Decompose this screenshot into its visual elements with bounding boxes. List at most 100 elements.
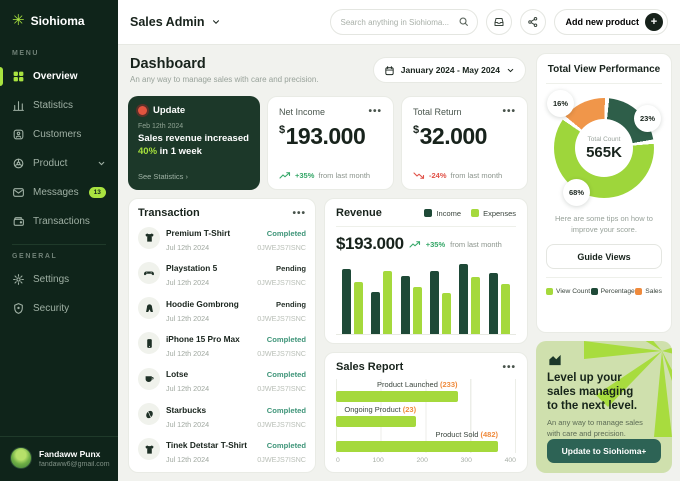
expenses-bar — [471, 277, 481, 334]
sales-x-axis: 0 100 200 300 400 — [336, 457, 516, 464]
transaction-row[interactable]: Starbucks Jul 12th 2024 Completed 0JWEJS7I… — [138, 400, 306, 429]
stat-cards-row: Update Feb 12th 2024 Sales revenue incre… — [128, 96, 528, 190]
income-bar — [371, 291, 381, 334]
app-name: Siohioma — [30, 13, 85, 28]
envelope-icon — [13, 188, 24, 197]
user-email: fandaww6@gmail.com — [39, 460, 110, 468]
sidebar-item-label: Overview — [33, 71, 78, 82]
revenue-delta: +35% — [425, 239, 446, 249]
see-statistics-link[interactable]: See Statistics › — [138, 172, 189, 181]
bar-group — [430, 260, 452, 334]
trend-up-icon — [409, 240, 420, 248]
sidebar-item-customers[interactable]: Customers — [0, 120, 118, 149]
transaction-row[interactable]: Lotse Jul 12th 2024 Completed 0JWEJS7ISNC — [138, 364, 306, 393]
update-label: Update — [153, 105, 186, 116]
search-input[interactable] — [329, 9, 478, 35]
sales-report-chart: Product Launched (233) Ongoing Product (… — [336, 379, 516, 453]
net-income-menu-button[interactable]: ••• — [368, 106, 382, 117]
update-highlight: 40% — [138, 145, 158, 157]
net-income-delta-note: from last month — [318, 171, 371, 180]
transaction-row[interactable]: iPhone 15 Pro Max Jul 12th 2024 Completed… — [138, 329, 306, 358]
expenses-bar — [383, 271, 393, 334]
income-bar — [488, 272, 498, 334]
sidebar-item-label: Messages — [33, 187, 79, 198]
status-badge: Completed — [266, 405, 306, 415]
expenses-legend-swatch — [471, 209, 480, 217]
smartphone-icon — [138, 332, 160, 355]
net-income-title: Net Income — [279, 106, 326, 117]
update-headline: Sales revenue increased 40% in 1 week — [138, 133, 249, 157]
income-bar — [430, 271, 440, 334]
sidebar-item-messages[interactable]: Messages 13 — [0, 178, 118, 207]
total-return-value: $32.000 — [413, 123, 487, 149]
charts-column: Revenue Income Expenses $193.000 +35 — [324, 198, 528, 473]
sales-bar-item: Ongoing Product (23) — [336, 405, 516, 427]
status-badge: Pending — [276, 299, 306, 309]
avatar — [10, 447, 32, 469]
sales-report-title: Sales Report — [336, 361, 404, 373]
lower-row: Transaction ••• Premium T-Shirt Jul 12th … — [128, 198, 528, 473]
sales-report-menu-button[interactable]: ••• — [502, 361, 516, 373]
status-badge: Completed — [266, 229, 306, 238]
page-title: Dashboard — [130, 56, 206, 72]
workspace-switcher[interactable]: Sales Admin — [130, 15, 221, 29]
sidebar-item-overview[interactable]: Overview — [0, 62, 118, 91]
transaction-card: Transaction ••• Premium T-Shirt Jul 12th … — [128, 198, 316, 473]
sidebar-item-label: Settings — [33, 274, 70, 285]
customers-icon — [13, 129, 24, 140]
sales-bar-item: Product Launched (233) — [336, 380, 516, 403]
inbox-button[interactable] — [485, 9, 512, 35]
sidebar-item-product[interactable]: Product — [0, 149, 118, 178]
transaction-list: Premium T-Shirt Jul 12th 2024 Completed 0J… — [138, 223, 306, 464]
revenue-title: Revenue — [336, 207, 382, 219]
update-to-siohioma-button[interactable]: Update to Siohioma+ — [547, 439, 661, 463]
sidebar-item-label: Statistics — [33, 100, 74, 111]
sales-bar-item: Product Sold (482) — [336, 430, 516, 452]
sidebar-item-settings[interactable]: Settings — [0, 265, 118, 294]
bar-group — [488, 260, 510, 334]
expenses-bar — [354, 282, 364, 334]
divider — [546, 277, 662, 278]
performance-legend: View Count Percentage Sales — [546, 288, 662, 295]
coffee-cup-icon — [138, 367, 160, 390]
expenses-bar — [442, 293, 452, 334]
transaction-row[interactable]: Hoodie Gombrong Jul 12th 2024 Pending 0JWE… — [138, 294, 306, 323]
menu-section-label: MENU — [12, 50, 40, 57]
promo-headline: Level up your sales managing to the next… — [547, 372, 638, 412]
messages-count-badge: 13 — [88, 187, 106, 198]
chevron-down-icon — [507, 68, 514, 72]
income-legend-swatch — [424, 209, 433, 217]
divider — [336, 226, 516, 227]
workspace-name: Sales Admin — [130, 15, 205, 29]
search-box — [329, 9, 478, 35]
tshirt-icon — [138, 226, 160, 249]
app-logo[interactable]: ✳ Siohioma — [0, 13, 118, 28]
total-return-delta-note: from last month — [450, 171, 503, 180]
chevron-down-icon — [212, 20, 219, 24]
revenue-legend: Income Expenses — [424, 209, 516, 218]
gear-icon — [13, 274, 24, 285]
total-return-menu-button[interactable]: ••• — [502, 106, 516, 117]
share-button[interactable] — [519, 9, 546, 35]
transaction-row[interactable]: Tinek Detstar T-Shirt Jul 12th 2024 Compl… — [138, 435, 306, 464]
add-new-product-button[interactable]: Add new product + — [553, 9, 668, 35]
transaction-row[interactable]: Premium T-Shirt Jul 12th 2024 Completed 0J… — [138, 223, 306, 252]
status-badge: Completed — [266, 370, 306, 380]
sidebar-item-transactions[interactable]: Transactions — [0, 207, 118, 236]
transaction-menu-button[interactable]: ••• — [292, 207, 306, 219]
bar-chart-icon — [13, 101, 24, 111]
inbox-icon — [494, 18, 503, 26]
donut-center: Total Count 565K — [575, 119, 633, 177]
sidebar-item-statistics[interactable]: Statistics — [0, 91, 118, 120]
add-new-product-label: Add new product — [565, 17, 640, 27]
user-profile[interactable]: Fandaww Punx fandaww6@gmail.com — [0, 436, 118, 471]
guide-views-button[interactable]: Guide Views — [546, 244, 662, 269]
search-icon — [459, 17, 468, 26]
date-range-picker[interactable]: January 2024 - May 2024 — [372, 57, 526, 83]
transaction-row[interactable]: Playstation 5 Jul 12th 2024 Pending 0JWEJS… — [138, 258, 306, 287]
sales-bar — [336, 391, 458, 403]
sidebar-item-security[interactable]: Security — [0, 294, 118, 323]
net-income-card: Net Income ••• $193.000 +35% from last m… — [267, 96, 394, 190]
sidebar-item-label: Transactions — [33, 216, 90, 227]
shield-icon — [14, 303, 23, 314]
